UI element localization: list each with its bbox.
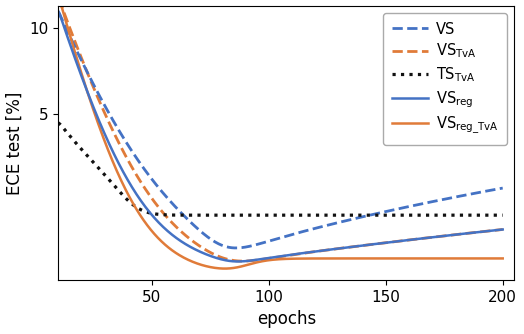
VS$_{\mathregular{reg\_TvA}}$ — [297, 257, 303, 261]
TS$_{\mathregular{TvA}}$ — [321, 213, 327, 217]
VS$_{\mathregular{TvA}}$ — [499, 227, 506, 231]
VS — [267, 239, 274, 243]
VS$_{\mathregular{reg}}$ — [55, 9, 61, 13]
VS — [55, 10, 61, 14]
VS$_{\mathregular{reg\_TvA}}$ — [267, 258, 274, 262]
VS — [490, 188, 496, 192]
VS$_{\mathregular{reg}}$ — [235, 260, 241, 264]
TS$_{\mathregular{TvA}}$ — [196, 213, 203, 217]
VS — [270, 238, 276, 242]
VS$_{\mathregular{TvA}}$ — [297, 252, 303, 256]
VS$_{\mathregular{TvA}}$ — [270, 256, 276, 260]
VS$_{\mathregular{reg\_TvA}}$ — [321, 257, 327, 261]
VS — [420, 201, 427, 205]
VS$_{\mathregular{TvA}}$ — [420, 236, 427, 240]
VS$_{\mathregular{reg\_TvA}}$ — [222, 267, 228, 271]
Y-axis label: ECE test [%]: ECE test [%] — [6, 91, 24, 194]
Line: VS$_{\mathregular{reg\_TvA}}$: VS$_{\mathregular{reg\_TvA}}$ — [58, 0, 503, 269]
TS$_{\mathregular{TvA}}$ — [499, 213, 506, 217]
VS — [297, 230, 303, 234]
Line: VS: VS — [58, 12, 503, 248]
VS$_{\mathregular{reg\_TvA}}$ — [270, 258, 276, 262]
VS — [321, 224, 327, 228]
TS$_{\mathregular{TvA}}$ — [267, 213, 274, 217]
Line: VS$_{\mathregular{reg}}$: VS$_{\mathregular{reg}}$ — [58, 11, 503, 262]
VS$_{\mathregular{reg\_TvA}}$ — [420, 257, 427, 261]
VS$_{\mathregular{TvA}}$ — [321, 248, 327, 253]
TS$_{\mathregular{TvA}}$ — [270, 213, 276, 217]
Line: TS$_{\mathregular{TvA}}$: TS$_{\mathregular{TvA}}$ — [58, 123, 503, 215]
VS$_{\mathregular{reg}}$ — [297, 252, 303, 256]
TS$_{\mathregular{TvA}}$ — [490, 213, 496, 217]
Line: VS$_{\mathregular{TvA}}$: VS$_{\mathregular{TvA}}$ — [58, 0, 503, 261]
VS — [233, 246, 239, 250]
VS$_{\mathregular{TvA}}$ — [267, 256, 274, 260]
VS$_{\mathregular{reg\_TvA}}$ — [490, 257, 496, 261]
VS$_{\mathregular{TvA}}$ — [490, 228, 496, 232]
VS$_{\mathregular{reg\_TvA}}$ — [499, 257, 506, 261]
VS$_{\mathregular{reg}}$ — [267, 256, 274, 260]
VS$_{\mathregular{reg}}$ — [321, 248, 327, 253]
TS$_{\mathregular{TvA}}$ — [55, 121, 61, 125]
X-axis label: epochs: epochs — [257, 310, 316, 328]
VS$_{\mathregular{reg}}$ — [490, 228, 496, 232]
VS$_{\mathregular{TvA}}$ — [239, 259, 246, 263]
TS$_{\mathregular{TvA}}$ — [420, 213, 427, 217]
TS$_{\mathregular{TvA}}$ — [297, 213, 303, 217]
Legend: VS, VS$_{\mathregular{TvA}}$, TS$_{\mathregular{TvA}}$, VS$_{\mathregular{reg}}$: VS, VS$_{\mathregular{TvA}}$, TS$_{\math… — [383, 13, 507, 145]
VS — [499, 186, 506, 190]
VS$_{\mathregular{reg}}$ — [499, 227, 506, 231]
VS$_{\mathregular{reg}}$ — [420, 236, 427, 240]
VS$_{\mathregular{reg}}$ — [270, 255, 276, 259]
